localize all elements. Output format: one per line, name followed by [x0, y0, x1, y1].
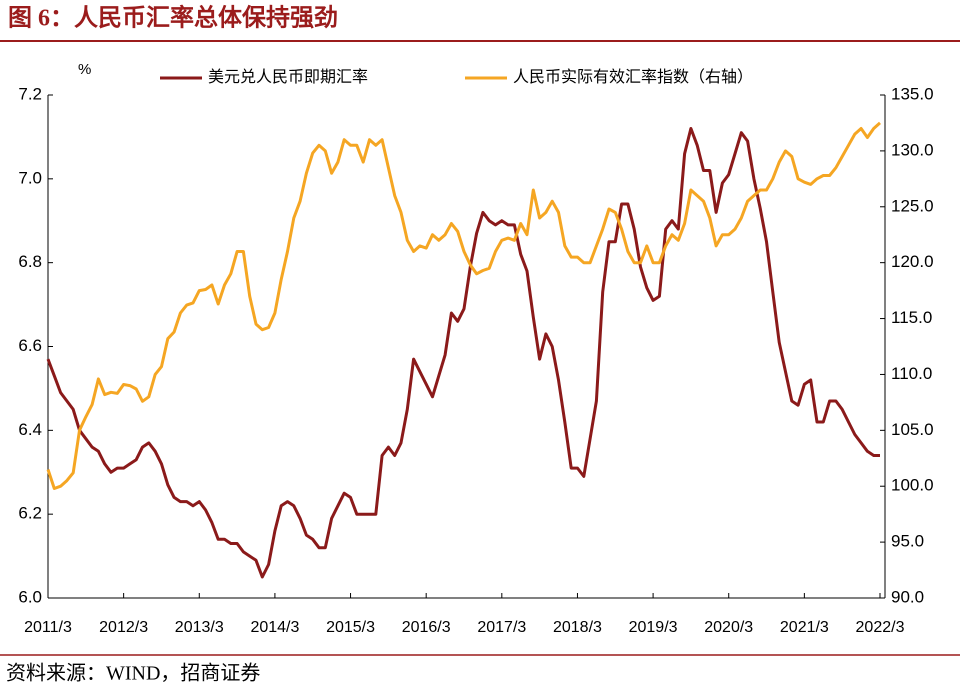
x-tick-label: 2011/3	[24, 619, 72, 636]
x-tick-label: 2015/3	[326, 619, 375, 636]
y-tick-label: 6.8	[18, 252, 42, 271]
y2-tick-label: 90.0	[891, 587, 924, 606]
y2-tick-label: 105.0	[891, 420, 934, 439]
legend-label: 美元兑人民币即期汇率	[208, 68, 368, 86]
x-tick-label: 2020/3	[704, 619, 753, 636]
x-tick-label: 2021/3	[780, 619, 829, 636]
y2-tick-label: 135.0	[891, 84, 934, 103]
y-tick-label: 7.0	[18, 168, 42, 187]
x-tick-label: 2012/3	[99, 619, 148, 636]
x-tick-label: 2018/3	[553, 619, 602, 636]
y2-tick-label: 125.0	[891, 196, 934, 215]
x-tick-label: 2022/3	[856, 619, 905, 636]
series-line	[46, 121, 881, 490]
y-tick-label: 6.2	[18, 504, 42, 523]
y-tick-label: 7.2	[18, 84, 42, 103]
x-tick-label: 2017/3	[477, 619, 526, 636]
y2-tick-label: 110.0	[891, 364, 932, 383]
y2-tick-label: 100.0	[891, 476, 934, 495]
y-unit: %	[78, 61, 91, 78]
x-tick-label: 2013/3	[175, 619, 224, 636]
y-tick-label: 6.0	[18, 587, 42, 606]
y2-tick-label: 95.0	[891, 532, 924, 551]
legend-label: 人民币实际有效汇率指数（右轴）	[513, 68, 753, 86]
source: 资料来源：WIND，招商证券	[6, 662, 260, 685]
y-tick-label: 6.6	[18, 336, 42, 355]
y2-tick-label: 115.0	[891, 308, 932, 327]
chart-title: 图 6：人民币汇率总体保持强劲	[8, 4, 338, 32]
x-tick-label: 2019/3	[629, 619, 678, 636]
series-line	[46, 127, 880, 579]
y2-tick-label: 120.0	[891, 252, 934, 271]
y2-tick-label: 130.0	[891, 140, 934, 159]
x-tick-label: 2014/3	[250, 619, 299, 636]
y-tick-label: 6.4	[18, 420, 42, 439]
x-tick-label: 2016/3	[402, 619, 451, 636]
